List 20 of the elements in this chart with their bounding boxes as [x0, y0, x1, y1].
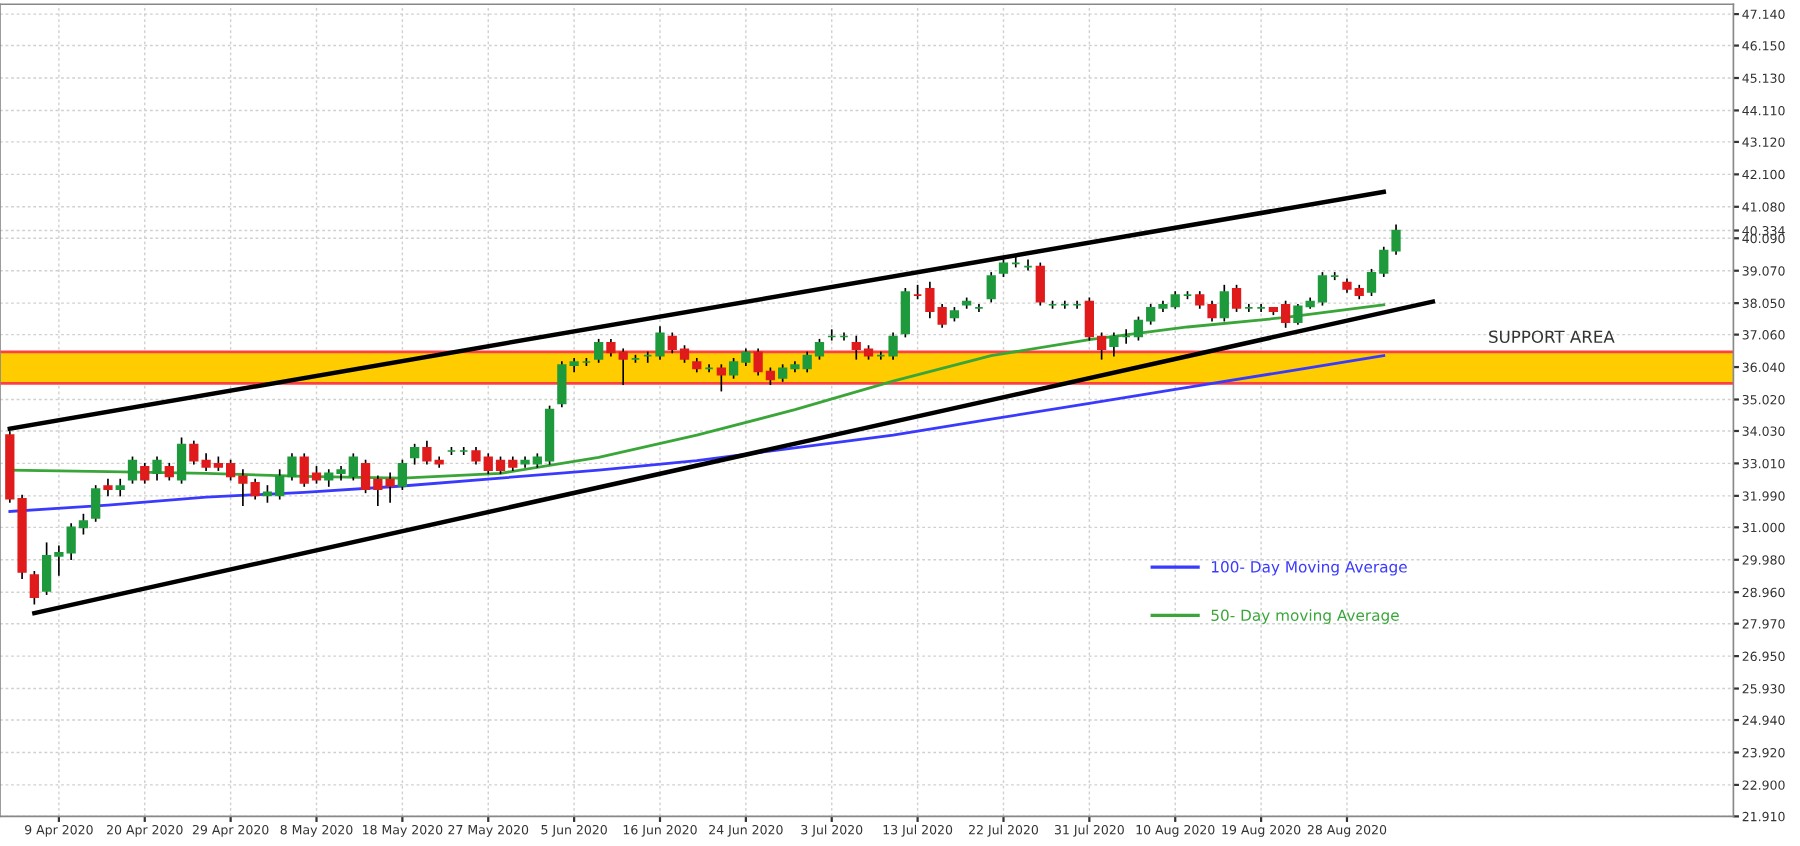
candlestick — [115, 478, 125, 497]
candlestick — [986, 272, 996, 303]
candlestick — [1219, 284, 1229, 322]
candlestick — [716, 364, 726, 392]
line-series — [8, 354, 1386, 513]
candlestick — [152, 456, 162, 481]
line-series — [8, 303, 1386, 480]
candlestick — [127, 456, 138, 484]
candlestick — [1035, 262, 1045, 306]
candlestick — [103, 478, 113, 497]
candlestick — [900, 288, 910, 338]
candlestick — [1231, 284, 1242, 312]
candlestick — [29, 571, 39, 605]
candlestick — [594, 338, 604, 363]
candlestick — [176, 437, 187, 484]
band-label: SUPPORT AREA — [1489, 330, 1615, 344]
candlestick — [91, 485, 101, 522]
candlestick — [140, 462, 150, 484]
candlestick — [410, 443, 420, 465]
candlestick — [397, 459, 408, 491]
